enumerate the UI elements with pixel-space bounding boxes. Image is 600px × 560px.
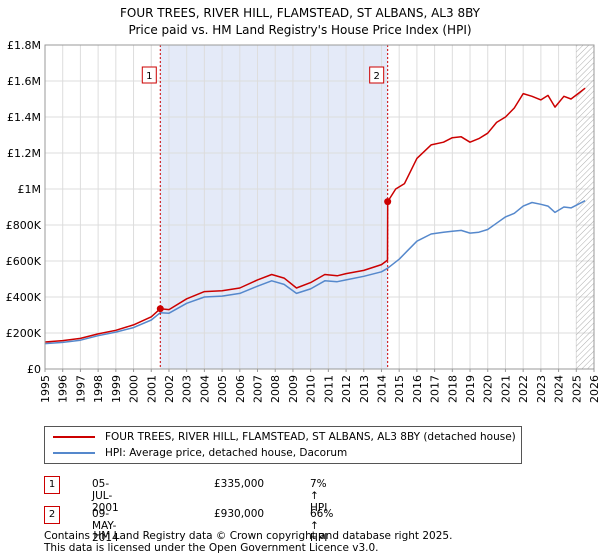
x-tick-label: 2014	[375, 375, 388, 403]
footer-licence: This data is licensed under the Open Gov…	[44, 542, 379, 554]
legend-label-property: FOUR TREES, RIVER HILL, FLAMSTEAD, ST AL…	[105, 431, 516, 443]
forecast-hatch-band	[576, 45, 594, 369]
x-tick-label: 2023	[535, 375, 548, 403]
footer-copyright: Contains HM Land Registry data © Crown c…	[44, 530, 453, 542]
x-tick-label: 2022	[517, 375, 530, 403]
x-tick-label: 2002	[163, 375, 176, 403]
transaction-label-box	[141, 66, 157, 84]
legend-item-hpi: HPI: Average price, detached house, Daco…	[53, 445, 347, 461]
y-tick-label: £600K	[6, 255, 42, 268]
x-tick-label: 2018	[446, 375, 459, 403]
chart-title: FOUR TREES, RIVER HILL, FLAMSTEAD, ST AL…	[120, 6, 480, 20]
footer: Contains HM Land Registry data © Crown c…	[44, 530, 452, 554]
x-tick-label: 2011	[322, 375, 335, 403]
transaction-hpi-change: 66% ↑ HPI	[310, 508, 334, 544]
x-tick-label: 2024	[553, 375, 566, 403]
x-tick-label: 2015	[393, 375, 406, 403]
x-tick-label: 2013	[358, 375, 371, 403]
x-tick-label: 2016	[411, 375, 424, 403]
x-tick-label: 2020	[482, 375, 495, 403]
y-tick-label: £200K	[6, 327, 42, 340]
x-tick-label: 2019	[464, 375, 477, 403]
holding-period-band	[160, 45, 388, 369]
y-tick-label: £800K	[6, 219, 42, 232]
x-tick-label: 2008	[269, 375, 282, 403]
x-tick-label: 1995	[39, 375, 52, 403]
y-tick-label: £1.6M	[7, 75, 41, 88]
legend-swatch-hpi	[53, 452, 95, 454]
x-tick-label: 2001	[145, 375, 158, 403]
transaction-price: £335,000	[214, 478, 265, 490]
legend-label-hpi: HPI: Average price, detached house, Daco…	[105, 447, 348, 459]
transaction-price: £930,000	[214, 508, 265, 520]
legend-item-property: FOUR TREES, RIVER HILL, FLAMSTEAD, ST AL…	[53, 429, 516, 445]
transaction-point	[384, 198, 392, 206]
x-tick-label: 2026	[588, 375, 600, 403]
x-tick-label: 2009	[287, 375, 300, 403]
x-tick-label: 2003	[181, 375, 194, 403]
transaction-marker-badge: 2	[44, 506, 60, 524]
y-tick-label: £0	[27, 363, 41, 376]
plot-border	[44, 44, 595, 370]
series-line-property	[44, 87, 586, 343]
transaction-point	[156, 305, 164, 313]
x-tick-label: 1999	[110, 375, 123, 403]
y-tick-label: £400K	[6, 291, 42, 304]
transaction-label-text: 2	[373, 71, 379, 82]
series-line-hpi	[44, 200, 586, 345]
chart-legend: FOUR TREES, RIVER HILL, FLAMSTEAD, ST AL…	[44, 426, 522, 464]
x-tick-label: 2021	[499, 375, 512, 403]
x-tick-label: 2004	[198, 375, 211, 403]
x-tick-label: 1997	[74, 375, 87, 403]
transaction-label-text: 1	[146, 71, 152, 82]
x-tick-label: 2017	[429, 375, 442, 403]
transaction-date: 09-MAY-2014	[92, 508, 119, 544]
x-tick-label: 2005	[216, 375, 229, 403]
x-tick-label: 2012	[340, 375, 353, 403]
y-tick-label: £1M	[18, 183, 42, 196]
price-chart: 1 2 £0 £200K £400K £600K £800K £1M £1.2M £1.4M £1…	[6, 39, 600, 403]
x-tick-label: 2006	[234, 375, 247, 403]
x-tick-label: 2000	[128, 375, 141, 403]
transaction-date: 05-JUL-2001	[92, 478, 119, 514]
transaction-marker-badge: 1	[44, 476, 60, 494]
x-tick-label: 2007	[252, 375, 265, 403]
y-tick-label: £1.2M	[7, 147, 41, 160]
y-tick-label: £1.8M	[7, 39, 41, 52]
x-tick-label: 2010	[305, 375, 318, 403]
transaction-label-box	[369, 66, 385, 84]
x-tick-label: 1996	[57, 375, 70, 403]
x-tick-label: 2025	[570, 375, 583, 403]
transaction-hpi-change: 7% ↑ HPI	[310, 478, 328, 514]
y-tick-label: £1.4M	[7, 111, 41, 124]
chart-subtitle: Price paid vs. HM Land Registry's House …	[128, 23, 472, 37]
x-tick-label: 1998	[92, 375, 105, 403]
legend-swatch-property	[53, 436, 95, 438]
